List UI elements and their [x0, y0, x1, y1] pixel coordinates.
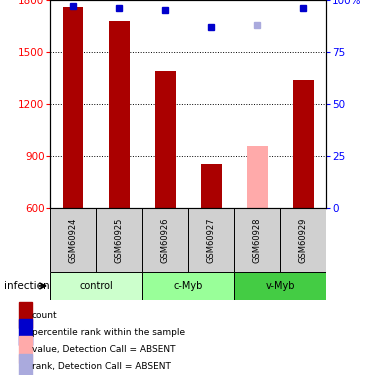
FancyBboxPatch shape — [234, 272, 326, 300]
Bar — [19, 319, 32, 345]
Text: c-Myb: c-Myb — [174, 281, 203, 291]
Text: GSM60929: GSM60929 — [299, 217, 308, 262]
Bar — [19, 336, 32, 363]
FancyBboxPatch shape — [280, 208, 326, 272]
Text: GSM60925: GSM60925 — [115, 217, 124, 262]
Text: value, Detection Call = ABSENT: value, Detection Call = ABSENT — [32, 345, 175, 354]
Text: GSM60926: GSM60926 — [161, 217, 170, 263]
FancyBboxPatch shape — [142, 208, 188, 272]
Text: rank, Detection Call = ABSENT: rank, Detection Call = ABSENT — [32, 362, 170, 371]
Text: control: control — [79, 281, 113, 291]
FancyBboxPatch shape — [50, 272, 142, 300]
FancyBboxPatch shape — [96, 208, 142, 272]
Text: percentile rank within the sample: percentile rank within the sample — [32, 328, 185, 337]
Bar — [155, 71, 175, 208]
Bar — [19, 354, 32, 375]
Bar — [201, 164, 222, 208]
FancyBboxPatch shape — [50, 208, 96, 272]
Text: GSM60928: GSM60928 — [253, 217, 262, 263]
Bar — [109, 21, 129, 208]
FancyBboxPatch shape — [234, 208, 280, 272]
Text: infection: infection — [4, 281, 49, 291]
Bar — [19, 302, 32, 328]
FancyBboxPatch shape — [142, 272, 234, 300]
Text: count: count — [32, 310, 57, 320]
Text: v-Myb: v-Myb — [266, 281, 295, 291]
Bar — [247, 146, 268, 208]
Text: GSM60924: GSM60924 — [69, 217, 78, 262]
Text: GSM60927: GSM60927 — [207, 217, 216, 263]
Bar — [293, 80, 314, 208]
FancyBboxPatch shape — [188, 208, 234, 272]
Bar — [63, 7, 83, 208]
